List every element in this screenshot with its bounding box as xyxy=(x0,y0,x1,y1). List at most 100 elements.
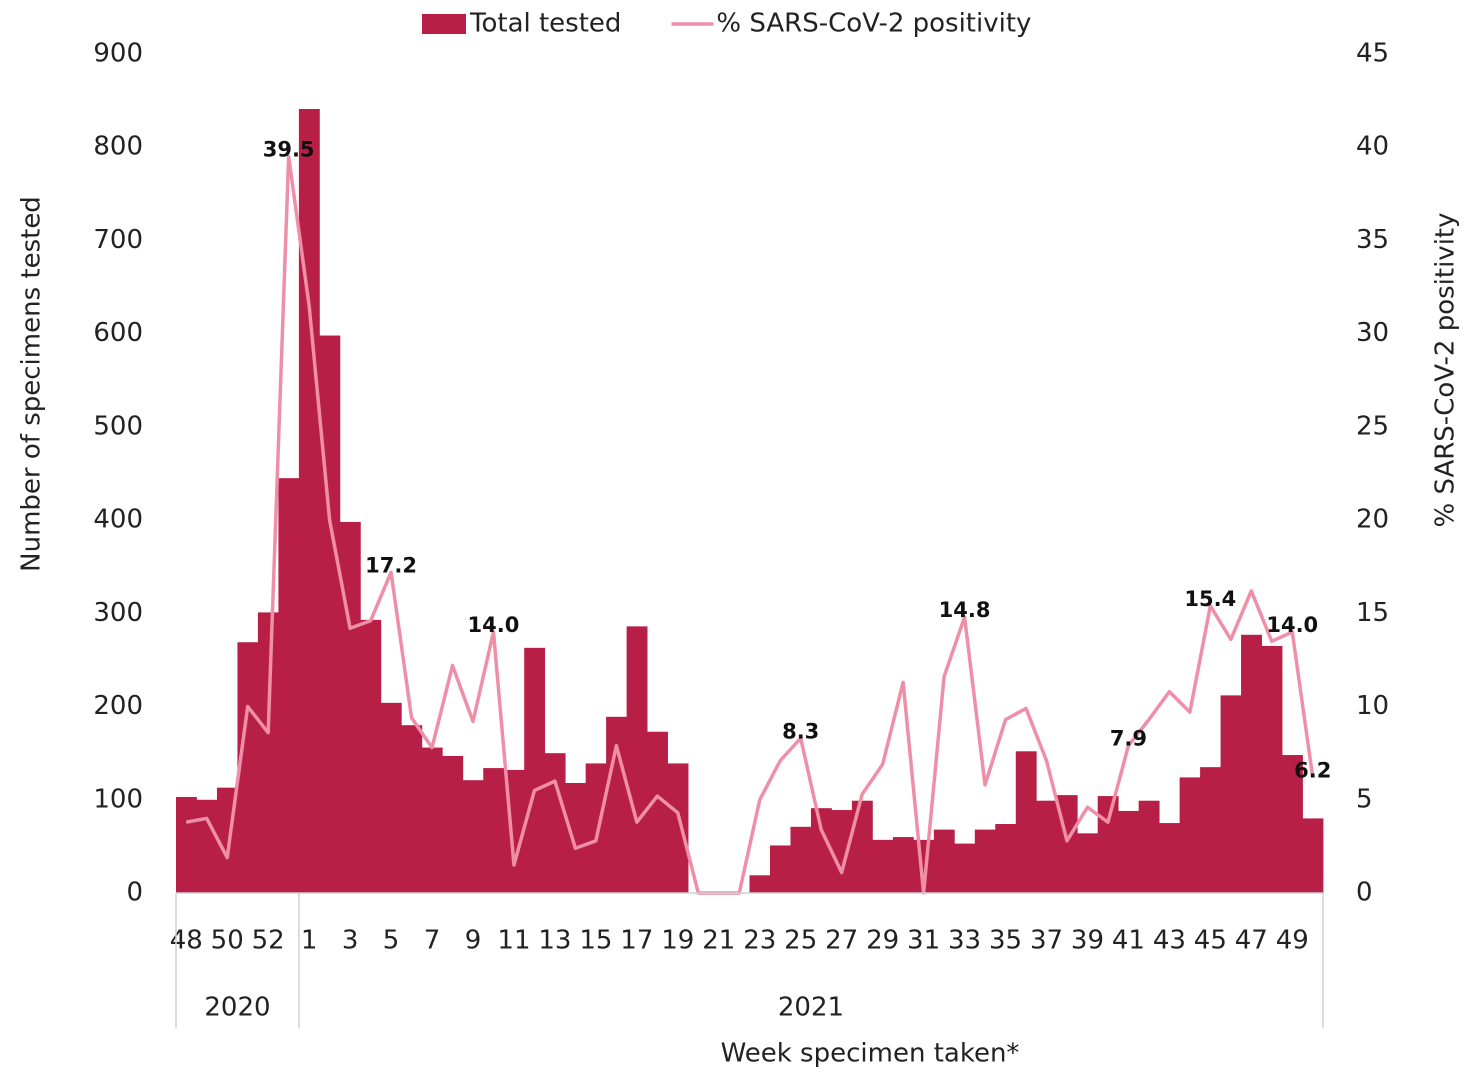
y-tick-label: 700 xyxy=(93,225,143,255)
bar xyxy=(769,845,791,893)
bar xyxy=(749,875,771,893)
bar xyxy=(1220,695,1242,893)
bar xyxy=(606,716,628,893)
bar xyxy=(1036,800,1058,893)
y2-axis-title: % SARS-CoV-2 positivity xyxy=(1431,213,1461,528)
bar xyxy=(892,837,914,893)
x-tick-label: 29 xyxy=(866,926,899,956)
y2-tick-label: 20 xyxy=(1356,505,1389,535)
y2-tick-label: 25 xyxy=(1356,411,1389,441)
y2-tick-label: 40 xyxy=(1356,132,1389,162)
bar xyxy=(483,768,505,893)
bar xyxy=(380,702,402,893)
bar xyxy=(565,782,587,893)
x-tick-label: 48 xyxy=(170,926,203,956)
x-tick-label: 3 xyxy=(342,926,359,956)
data-label: 6.2 xyxy=(1294,758,1331,782)
bar xyxy=(790,826,812,893)
y-tick-label: 500 xyxy=(93,411,143,441)
bar xyxy=(810,808,832,893)
bar xyxy=(851,800,873,893)
bar xyxy=(647,731,668,893)
x-tick-label: 11 xyxy=(497,926,530,956)
bar xyxy=(319,335,341,893)
legend-label: % SARS-CoV-2 positivity xyxy=(716,9,1031,39)
y-tick-label: 800 xyxy=(93,132,143,162)
x-tick-label: 9 xyxy=(465,926,482,956)
x-tick-label: 31 xyxy=(907,926,940,956)
data-label: 14.8 xyxy=(939,598,991,622)
bar xyxy=(1097,796,1119,893)
y-tick-label: 900 xyxy=(93,39,143,69)
x-tick-label: 17 xyxy=(620,926,653,956)
x-tick-label: 49 xyxy=(1276,926,1309,956)
bar xyxy=(298,109,320,894)
bar xyxy=(831,810,853,893)
bar xyxy=(1159,823,1181,893)
bar xyxy=(401,725,423,893)
x-tick-label: 43 xyxy=(1153,926,1186,956)
y-tick-label: 100 xyxy=(93,784,143,814)
y-tick-label: 400 xyxy=(93,505,143,535)
y2-tick-label: 5 xyxy=(1356,784,1373,814)
bar xyxy=(257,612,279,893)
x-tick-label: 21 xyxy=(702,926,735,956)
bar xyxy=(995,824,1017,893)
bar xyxy=(278,478,300,893)
bar xyxy=(237,642,259,893)
bar xyxy=(667,763,689,893)
data-label: 7.9 xyxy=(1110,727,1147,751)
bar xyxy=(1015,751,1037,893)
y-tick-label: 300 xyxy=(93,598,143,628)
data-label: 14.0 xyxy=(1266,613,1318,637)
x-tick-label: 35 xyxy=(989,926,1022,956)
data-label: 8.3 xyxy=(782,719,819,743)
x-tick-label: 13 xyxy=(538,926,571,956)
bar xyxy=(872,839,894,893)
x-tick-label: 1 xyxy=(301,926,318,956)
data-label: 39.5 xyxy=(263,138,315,162)
bar xyxy=(585,763,607,893)
x-tick-label: 39 xyxy=(1071,926,1104,956)
bar xyxy=(1118,810,1140,893)
bar xyxy=(339,521,361,893)
y-tick-label: 600 xyxy=(93,318,143,348)
data-label: 15.4 xyxy=(1184,587,1236,611)
bar xyxy=(196,799,218,893)
x-tick-label: 52 xyxy=(252,926,285,956)
bar xyxy=(544,753,566,893)
x-tick-label: 25 xyxy=(784,926,817,956)
y2-tick-label: 10 xyxy=(1356,691,1389,721)
bar xyxy=(974,829,996,893)
y-axis-title: Number of specimens tested xyxy=(17,196,47,572)
bar xyxy=(1282,755,1303,893)
x-tick-label: 50 xyxy=(211,926,244,956)
bar xyxy=(933,829,955,893)
bar xyxy=(360,619,382,893)
y2-tick-label: 15 xyxy=(1356,598,1389,628)
line xyxy=(185,154,1315,895)
bar xyxy=(176,796,197,893)
x-tick-label: 27 xyxy=(825,926,858,956)
bar xyxy=(421,747,443,893)
bar xyxy=(1302,818,1324,893)
y2-tick-label: 45 xyxy=(1356,39,1389,69)
y2-tick-label: 0 xyxy=(1356,878,1373,908)
y-tick-label: 0 xyxy=(126,878,143,908)
group-label: 2021 xyxy=(778,993,844,1023)
legend-label: Total tested xyxy=(469,9,621,39)
y2-tick-label: 35 xyxy=(1356,225,1389,255)
bar xyxy=(954,843,976,893)
group-label: 2020 xyxy=(204,993,270,1023)
bar xyxy=(524,647,546,893)
bar xyxy=(1077,833,1099,893)
bar xyxy=(1261,645,1283,893)
x-tick-label: 5 xyxy=(383,926,400,956)
x-axis-title: Week specimen taken* xyxy=(721,1039,1020,1069)
x-tick-label: 33 xyxy=(948,926,981,956)
bar xyxy=(1241,634,1262,893)
x-tick-label: 15 xyxy=(579,926,612,956)
x-tick-label: 23 xyxy=(743,926,776,956)
x-tick-label: 19 xyxy=(661,926,694,956)
